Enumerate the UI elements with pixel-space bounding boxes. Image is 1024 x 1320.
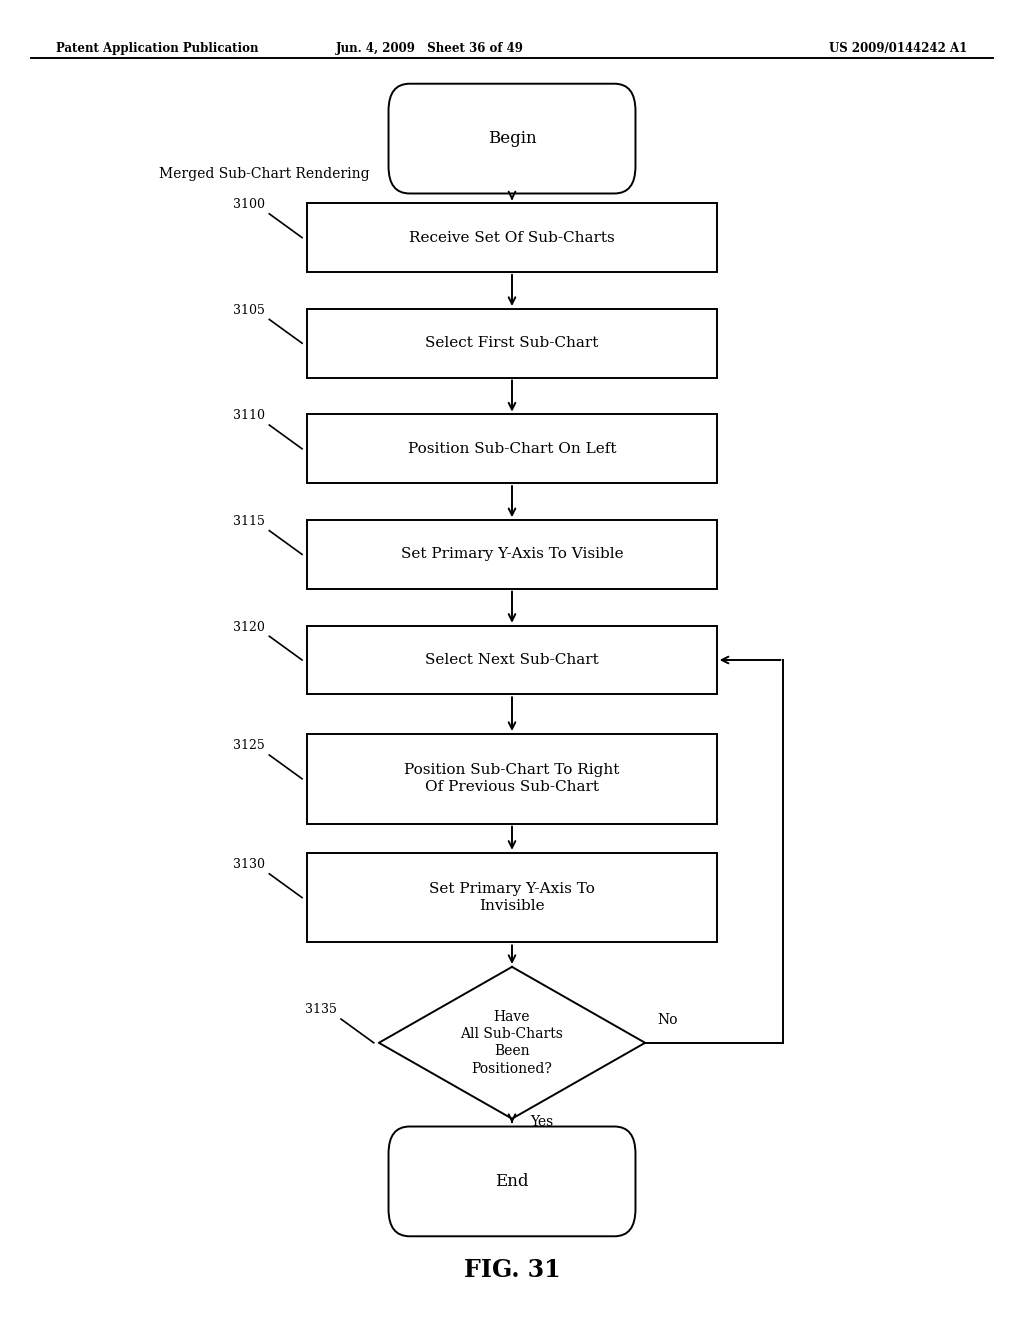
Text: Jun. 4, 2009   Sheet 36 of 49: Jun. 4, 2009 Sheet 36 of 49: [336, 42, 524, 55]
Text: US 2009/0144242 A1: US 2009/0144242 A1: [829, 42, 968, 55]
Bar: [307, 309, 717, 378]
Text: Select Next Sub-Chart: Select Next Sub-Chart: [425, 653, 599, 667]
Text: Patent Application Publication: Patent Application Publication: [56, 42, 259, 55]
Text: 3125: 3125: [233, 739, 265, 752]
Text: 3110: 3110: [233, 409, 265, 422]
Text: Position Sub-Chart On Left: Position Sub-Chart On Left: [408, 442, 616, 455]
Text: Set Primary Y-Axis To Visible: Set Primary Y-Axis To Visible: [400, 548, 624, 561]
Bar: [307, 734, 717, 824]
Text: No: No: [657, 1012, 678, 1027]
Text: 3100: 3100: [233, 198, 265, 211]
FancyBboxPatch shape: [388, 83, 636, 194]
Text: 3120: 3120: [233, 620, 265, 634]
Text: 3105: 3105: [233, 304, 265, 317]
Text: Begin: Begin: [487, 131, 537, 147]
Bar: [307, 853, 717, 942]
Text: 3135: 3135: [305, 1003, 337, 1016]
Text: Set Primary Y-Axis To
Invisible: Set Primary Y-Axis To Invisible: [429, 882, 595, 913]
Text: Receive Set Of Sub-Charts: Receive Set Of Sub-Charts: [410, 231, 614, 244]
Text: End: End: [496, 1173, 528, 1189]
Text: 3115: 3115: [233, 515, 265, 528]
Bar: [307, 626, 717, 694]
Text: Merged Sub-Chart Rendering: Merged Sub-Chart Rendering: [159, 168, 370, 181]
Text: 3130: 3130: [233, 858, 265, 871]
Bar: [307, 520, 717, 589]
Text: Position Sub-Chart To Right
Of Previous Sub-Chart: Position Sub-Chart To Right Of Previous …: [404, 763, 620, 795]
Text: Yes: Yes: [530, 1115, 554, 1130]
FancyBboxPatch shape: [388, 1126, 636, 1237]
Text: FIG. 31: FIG. 31: [464, 1258, 560, 1282]
Text: Have
All Sub-Charts
Been
Positioned?: Have All Sub-Charts Been Positioned?: [461, 1010, 563, 1076]
Bar: [307, 203, 717, 272]
Bar: [307, 414, 717, 483]
Text: Select First Sub-Chart: Select First Sub-Chart: [425, 337, 599, 350]
